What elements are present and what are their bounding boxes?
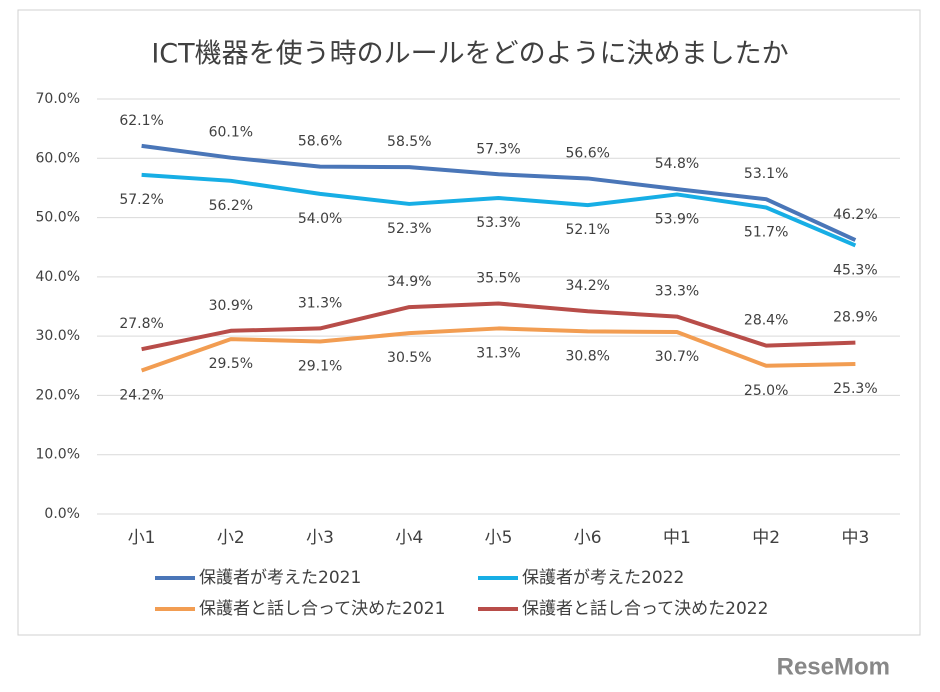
- data-label: 34.2%: [565, 278, 609, 294]
- x-tick-label: 小2: [217, 528, 245, 548]
- legend-label: 保護者と話し合って決めた2022: [522, 599, 768, 619]
- legend-label: 保護者が考えた2021: [199, 568, 361, 588]
- data-label: 27.8%: [119, 316, 163, 332]
- data-label: 33.3%: [655, 284, 699, 300]
- y-tick-label: 70.0%: [36, 91, 80, 107]
- series-line: [141, 143, 857, 242]
- data-label: 31.3%: [298, 295, 342, 311]
- data-label: 53.3%: [476, 215, 520, 231]
- data-label: 52.3%: [387, 221, 431, 237]
- series-line: [141, 172, 857, 248]
- x-tick-label: 中1: [663, 528, 691, 548]
- legend-label: 保護者が考えた2022: [522, 568, 684, 588]
- chart-title: ICT機器を使う時のルールをどのように決めましたか: [151, 39, 788, 70]
- data-label: 30.8%: [565, 348, 609, 364]
- data-label: 54.8%: [655, 156, 699, 172]
- data-label: 56.6%: [565, 145, 609, 161]
- data-label: 53.1%: [744, 166, 788, 182]
- data-label: 58.5%: [387, 134, 431, 150]
- data-label: 30.7%: [655, 349, 699, 365]
- y-tick-label: 40.0%: [36, 269, 80, 285]
- x-tick-label: 中2: [752, 528, 780, 548]
- data-label: 57.2%: [119, 192, 163, 208]
- series-line: [140, 326, 856, 373]
- y-tick-label: 30.0%: [36, 328, 80, 344]
- data-label: 58.6%: [298, 134, 342, 150]
- data-label: 53.9%: [655, 211, 699, 227]
- data-label: 24.2%: [119, 388, 163, 404]
- data-label: 34.9%: [387, 274, 431, 290]
- data-label: 28.9%: [833, 310, 877, 326]
- y-tick-label: 10.0%: [36, 447, 80, 463]
- data-label: 29.5%: [209, 356, 253, 372]
- data-label: 54.0%: [298, 211, 342, 227]
- data-label: 51.7%: [744, 224, 788, 240]
- data-label: 31.3%: [476, 345, 520, 361]
- data-label: 46.2%: [833, 207, 877, 223]
- watermark: ReseMom: [777, 653, 890, 680]
- data-label: 45.3%: [833, 262, 877, 278]
- x-tick-label: 小3: [306, 528, 334, 548]
- y-tick-label: 50.0%: [36, 210, 80, 226]
- data-label: 29.1%: [298, 358, 342, 374]
- data-label: 57.3%: [476, 141, 520, 157]
- y-tick-label: 20.0%: [36, 387, 80, 403]
- legend-label: 保護者と話し合って決めた2021: [199, 599, 445, 619]
- series-line: [141, 301, 856, 352]
- data-label: 25.0%: [744, 383, 788, 399]
- x-tick-label: 小5: [485, 528, 513, 548]
- data-label: 35.5%: [476, 271, 520, 287]
- data-label: 60.1%: [209, 125, 253, 141]
- data-label: 52.1%: [565, 222, 609, 238]
- data-label: 56.2%: [209, 198, 253, 214]
- data-label: 28.4%: [744, 313, 788, 329]
- chart-frame: [17, 9, 921, 636]
- data-label: 30.5%: [387, 350, 431, 366]
- y-tick-label: 60.0%: [36, 150, 80, 166]
- x-tick-label: 小4: [395, 528, 423, 548]
- x-tick-label: 中3: [841, 528, 869, 548]
- x-tick-label: 小1: [128, 528, 156, 548]
- data-label: 62.1%: [119, 113, 163, 129]
- data-label: 30.9%: [209, 298, 253, 314]
- x-tick-label: 小6: [574, 528, 602, 548]
- data-label: 25.3%: [833, 381, 877, 397]
- y-tick-label: 0.0%: [44, 506, 80, 522]
